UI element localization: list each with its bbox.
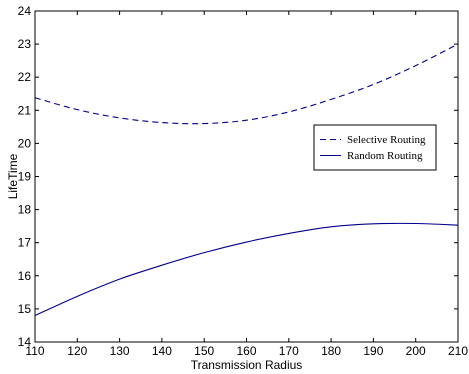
y-tick-label: 22 [18,70,32,84]
x-tick-label: 170 [279,344,299,358]
y-tick-label: 17 [18,236,32,250]
y-tick-label: 14 [18,335,32,349]
y-tick-label: 15 [18,302,32,316]
x-tick-label: 120 [67,344,87,358]
axis-ticks [34,10,459,343]
x-tick-label: 210 [448,344,468,358]
x-tick-label: 130 [110,344,130,358]
legend-box [313,124,437,171]
x-tick-label: 140 [152,344,172,358]
legend: Selective Routing Random Routing [313,124,437,171]
y-tick-label: 23 [18,37,32,51]
y-tick-label: 18 [18,203,32,217]
x-tick-label: 160 [236,344,256,358]
y-tick-label: 20 [18,136,32,150]
x-axis-label: Transmission Radius [191,358,303,372]
x-tick-label: 190 [363,344,383,358]
axis-tick-labels: 110 120 130 140 150 160 170 180 190 200 210 14 15 16 1… [18,4,469,358]
y-axis-label: LifeTime [6,153,20,199]
series-lines [34,43,459,317]
y-tick-label: 19 [18,170,32,184]
y-tick-label: 24 [18,4,32,18]
x-tick-label: 200 [406,344,426,358]
series-line-random-routing [34,222,459,317]
legend-label-random-routing: Random Routing [347,150,423,162]
series-line-selective-routing [34,43,459,125]
y-tick-label: 21 [18,103,32,117]
plot-area [34,10,459,343]
y-tick-label: 16 [18,269,32,283]
legend-label-selective-routing: Selective Routing [347,134,426,146]
x-tick-label: 180 [321,344,341,358]
x-tick-label: 150 [194,344,214,358]
x-tick-label: 110 [25,344,44,358]
